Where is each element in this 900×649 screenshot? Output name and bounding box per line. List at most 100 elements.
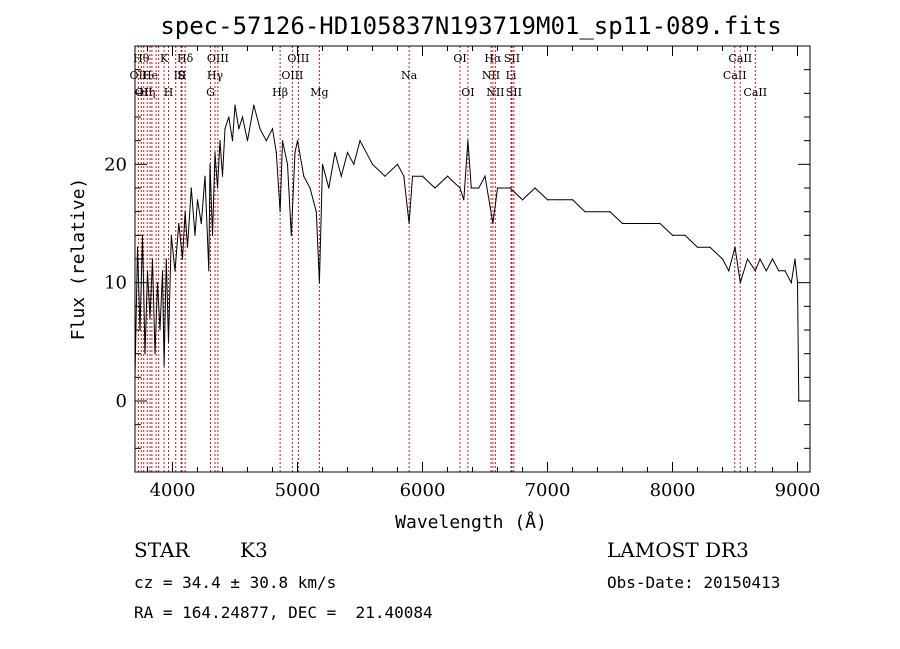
spectrum-point	[546, 199, 549, 201]
spectrum-point	[309, 187, 311, 189]
spectrum-point	[238, 128, 240, 130]
spectrum-point	[259, 128, 261, 130]
spectrum-point	[746, 258, 749, 260]
line-label-25: Hα	[484, 52, 502, 65]
spectrum-point	[492, 222, 494, 225]
spectrum-point	[790, 282, 792, 284]
spectrum-point	[228, 116, 230, 118]
spectrum-point	[170, 234, 172, 236]
x-tick-label: 9000	[775, 480, 821, 501]
spectrum-point	[136, 246, 139, 248]
line-label-3: Hη	[139, 86, 155, 99]
spectrum-point	[765, 270, 767, 272]
spectrum-point	[281, 140, 284, 142]
line-label-18: OIII	[281, 69, 303, 82]
spectrum-point	[459, 187, 461, 189]
spectrum-point	[509, 187, 511, 189]
spectrum-point	[671, 234, 674, 236]
spectrum-point	[154, 353, 156, 355]
spectrum-point	[184, 211, 186, 213]
survey-name: LAMOST DR3	[607, 538, 749, 562]
spectrum-point	[759, 258, 761, 260]
spectrum-point	[234, 104, 236, 106]
line-label-12: Hδ	[177, 52, 194, 65]
spectrum-point	[219, 140, 221, 142]
spectrum-point	[294, 151, 296, 154]
spectrum-point	[403, 175, 405, 177]
spectrum-point	[275, 151, 277, 154]
spectrum-point	[204, 175, 206, 177]
spectrum-point	[318, 282, 320, 284]
x-tick-label: 6000	[400, 480, 446, 501]
line-label-1: Hθ	[133, 52, 150, 65]
spectrum-point	[156, 282, 159, 284]
spectrum-point	[161, 270, 164, 272]
line-label-26: NII	[486, 86, 504, 99]
spectrum-point	[771, 258, 774, 260]
spectrum-point	[321, 163, 324, 165]
spectrum-point	[796, 282, 799, 284]
spectrum-point	[178, 222, 180, 225]
line-label-23: OI	[461, 86, 474, 99]
spectrum-point	[584, 211, 586, 213]
spectrum-point	[246, 140, 249, 142]
line-label-20: Mg	[310, 86, 328, 99]
x-axis-label: Wavelength (Å)	[395, 511, 547, 533]
spectrum-point	[621, 222, 624, 225]
spectrum-point	[470, 187, 472, 189]
line-label-16: OIII	[207, 52, 229, 65]
spectrum-point	[778, 270, 780, 272]
spectrum-point	[353, 163, 355, 165]
x-tick-label: 5000	[275, 480, 321, 501]
spectrum-point	[328, 187, 330, 189]
spectrum-point	[141, 234, 144, 236]
spectrum-point	[596, 211, 599, 213]
spectrum-point	[411, 175, 414, 177]
spectrum-point	[484, 175, 486, 177]
spectrum-point	[408, 222, 410, 225]
spectrum-point	[181, 258, 184, 260]
x-tick-label: 7000	[525, 480, 571, 501]
redshift-value: cz = 34.4 ± 30.8 km/s	[134, 573, 337, 592]
spectrum-point	[144, 353, 146, 355]
spectrum-point	[151, 258, 154, 260]
y-axis-label: Flux (relative)	[68, 178, 89, 341]
line-label-10: I	[174, 69, 178, 82]
spectrum-point	[728, 270, 730, 272]
spectrum-point	[200, 222, 202, 225]
sky-coordinates: RA = 164.24877, DEC = 21.40084	[134, 603, 433, 622]
spectrum-point	[221, 175, 224, 177]
spectrum-point	[315, 211, 317, 213]
spectrum-point	[646, 222, 649, 225]
spectrum-point	[478, 187, 480, 189]
spectrum-point	[146, 270, 149, 272]
spectrum-point	[384, 175, 386, 177]
spectrum-point	[224, 128, 226, 130]
spectrum-point	[149, 317, 151, 319]
spectrum-point	[659, 222, 661, 225]
spectrum-point	[196, 199, 199, 201]
spectrum-point	[208, 270, 210, 272]
line-label-31: CaII	[728, 52, 752, 65]
spectrum-point	[214, 151, 216, 154]
spectrum-point	[279, 211, 281, 213]
object-class: STAR	[134, 538, 190, 562]
spectrum-point	[265, 140, 267, 142]
spectrum-point	[754, 270, 756, 272]
x-tick-label: 4000	[150, 480, 196, 501]
spectrum-point	[721, 258, 724, 260]
spectrum-point	[209, 163, 211, 165]
spectrum-point	[784, 270, 786, 272]
spectral-subclass: K3	[240, 538, 268, 562]
line-label-0: OII	[130, 69, 148, 82]
spectrum-point	[571, 199, 574, 201]
line-label-27: Li	[506, 69, 517, 82]
chart-title: spec-57126-HD105837N193719M01_sp11-089.f…	[160, 12, 781, 40]
line-label-15: Hγ	[207, 69, 224, 82]
spectrum-point	[190, 187, 192, 189]
spectrum-point	[303, 175, 305, 177]
spectrum-point	[163, 364, 165, 367]
spectrum-point	[290, 234, 292, 236]
line-label-29: SII	[506, 86, 522, 99]
